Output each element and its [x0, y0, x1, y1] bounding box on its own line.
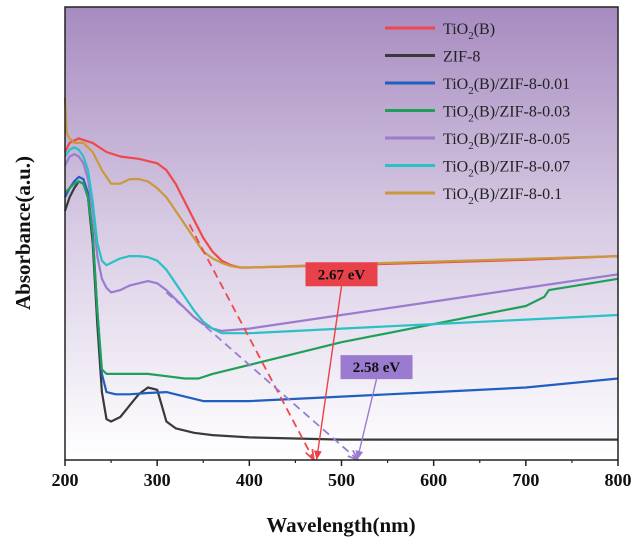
x-tick-label-800: 800	[605, 470, 632, 490]
legend-item-tio2-b-zif-8-0-01: TiO2(B)/ZIF-8-0.01	[385, 76, 570, 97]
annotation-label-1: 2.67 eV	[318, 267, 366, 283]
series-line-tio2-b-zif-8-0-05	[64, 153, 619, 332]
annotation-label-2: 2.58 eV	[353, 360, 401, 376]
annotation-box-1	[305, 262, 378, 287]
legend-label: TiO2(B)/ZIF-8-0.01	[443, 76, 570, 97]
legend-item-tio2-b-zif-8-0-1: TiO2(B)/ZIF-8-0.1	[385, 186, 562, 207]
x-tick-label-300: 300	[144, 470, 171, 490]
series-line-tio2-b-zif-8-0-01	[64, 175, 619, 403]
legend-item-tio2-b-zif-8-0-07: TiO2(B)/ZIF-8-0.07	[385, 159, 570, 180]
legend-item-zif-8: ZIF-8	[385, 49, 480, 66]
tangent-line-tio2-b-zif-8-0-05	[165, 291, 359, 461]
x-axis-title: Wavelength(nm)	[266, 513, 415, 537]
y-axis-title: Absorbance(a.u.)	[11, 156, 35, 310]
x-tick-label-400: 400	[236, 470, 263, 490]
legend-label: TiO2(B)/ZIF-8-0.05	[443, 131, 570, 152]
axes-layer: 200 300 400 500 600 700 800	[52, 460, 632, 490]
x-tick-label-500: 500	[328, 470, 355, 490]
annotation-arrowhead-1	[314, 450, 322, 460]
x-tick-label-200: 200	[52, 470, 79, 490]
annotation-arrow-2	[356, 378, 378, 461]
legend-item-tio2-b-zif-8-0-05: TiO2(B)/ZIF-8-0.05	[385, 131, 570, 152]
annotations-layer: 2.67 eV 2.58 eV	[305, 262, 413, 461]
legend-label: TiO2(B)/ZIF-8-0.03	[443, 104, 570, 125]
legend-label: TiO2(B)/ZIF-8-0.1	[443, 186, 562, 207]
series-line-tio2-b-zif-8-0-1	[63, 97, 619, 269]
tangent-arrowhead-tio2-b	[305, 448, 315, 461]
tangent-line-tio2-b	[188, 224, 315, 461]
legend-label: TiO2(B)/ZIF-8-0.07	[443, 159, 570, 180]
x-tick-label-700: 700	[512, 470, 539, 490]
x-tick-label-600: 600	[420, 470, 447, 490]
legend-label: TiO2(B)	[443, 21, 495, 42]
annotation-arrow-1	[315, 286, 343, 461]
series-line-tio2-b-zif-8-0-07	[64, 146, 619, 335]
legend-item-tio2-b: TiO2(B)	[385, 21, 495, 42]
annotation-box-2	[340, 355, 413, 380]
legend-item-tio2-b-zif-8-0-03: TiO2(B)/ZIF-8-0.03	[385, 104, 570, 125]
legend: TiO2(B) ZIF-8 TiO2(B)/ZIF-8-0.01 TiO2(B)/ZI…	[385, 21, 570, 207]
legend-label: ZIF-8	[443, 49, 480, 66]
plot-background	[65, 7, 618, 460]
annotation-arrowhead-2	[355, 450, 364, 460]
series-line-tio2-b-zif-8-0-03	[64, 180, 619, 380]
curves-layer	[63, 97, 619, 441]
